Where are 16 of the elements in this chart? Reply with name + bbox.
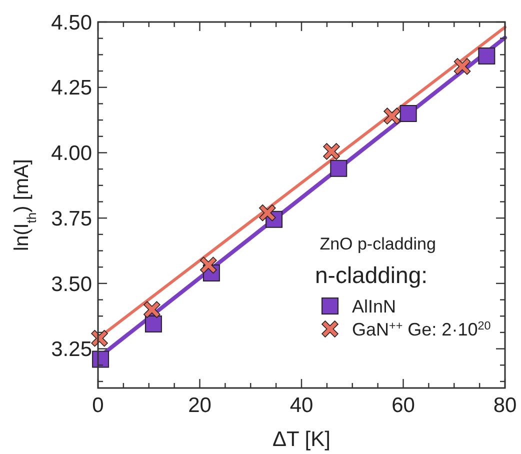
x-tick-label: 40 [290, 394, 314, 417]
legend-label: AlInN [352, 296, 396, 316]
x-tick-label: 60 [392, 394, 415, 417]
legend-title: n-cladding: [315, 262, 428, 288]
annotation: ZnO p-cladding [320, 234, 436, 254]
y-tick-label: 3.25 [51, 338, 92, 362]
y-tick-label: 3.75 [51, 207, 92, 230]
legend-label: GaN$^{++}$ Ge: 2·10$^{20}$ [352, 318, 492, 340]
x-tick-label: 0 [92, 394, 104, 417]
y-tick-label: 4.00 [51, 142, 92, 166]
y-tick-label: 4.25 [51, 76, 92, 100]
y-tick-label: 4.50 [51, 11, 92, 34]
x-tick-label: 80 [493, 394, 517, 417]
y-tick-label: 3.50 [51, 272, 92, 296]
x-axis-title: ΔT [K] [272, 428, 330, 451]
x-tick-label: 20 [188, 394, 212, 417]
